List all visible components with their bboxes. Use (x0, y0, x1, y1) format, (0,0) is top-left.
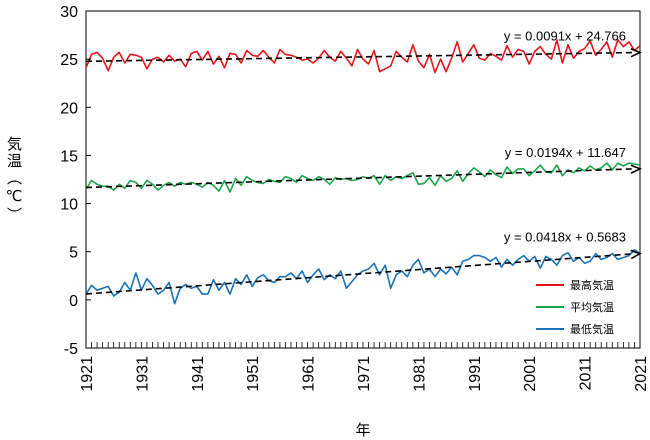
trendline-1 (85, 51, 635, 63)
x-tick-label: 2001 (522, 356, 539, 392)
x-tick-label: 1931 (134, 356, 151, 392)
axis-layer (85, 10, 641, 349)
legend-label-1: 最高気温 (570, 278, 614, 292)
trendline-arrow-1 (630, 47, 642, 58)
y-tick-label: 25 (60, 52, 78, 69)
trendline-3 (85, 252, 635, 295)
trend-equation-2: y = 0.0194x + 11.647 (505, 145, 626, 160)
trend-equation-3: y = 0.0418x + 0.5683 (504, 230, 626, 245)
x-tick-label: 2011 (578, 356, 595, 391)
x-tick-label: 1991 (467, 356, 484, 392)
series-line-3 (85, 249, 641, 305)
trend-equation-1: y = 0.0091x + 24.766 (504, 29, 626, 44)
legend-label-2: 平均気温 (570, 300, 614, 314)
y-tick-label: 0 (69, 293, 78, 310)
trendline-layer (85, 47, 642, 295)
y-axis-title: 気温（℃） (5, 136, 23, 224)
trendline-arrow-3 (630, 249, 642, 260)
x-tick-label: 2021 (633, 356, 650, 392)
y-tick-label: 15 (60, 148, 78, 165)
x-tick-label: 1981 (411, 356, 428, 392)
y-tick-label: -5 (64, 341, 78, 358)
legend-label-3: 最低気温 (570, 322, 614, 336)
x-tick-label: 1971 (356, 356, 373, 392)
x-tick-label: 1921 (79, 356, 96, 392)
x-tick-label: 1961 (301, 356, 318, 392)
y-tick-label: 20 (60, 100, 78, 117)
x-tick-label: 1951 (245, 356, 262, 392)
trendline-2 (85, 168, 635, 189)
y-tick-label: 10 (60, 197, 78, 214)
x-axis-title: 年 (355, 421, 370, 439)
x-tick-label: 1941 (190, 356, 207, 392)
y-tick-label: 30 (60, 4, 78, 21)
y-tick-label: 5 (69, 245, 78, 262)
trendline-arrow-2 (630, 164, 642, 174)
plot-area (85, 10, 641, 349)
